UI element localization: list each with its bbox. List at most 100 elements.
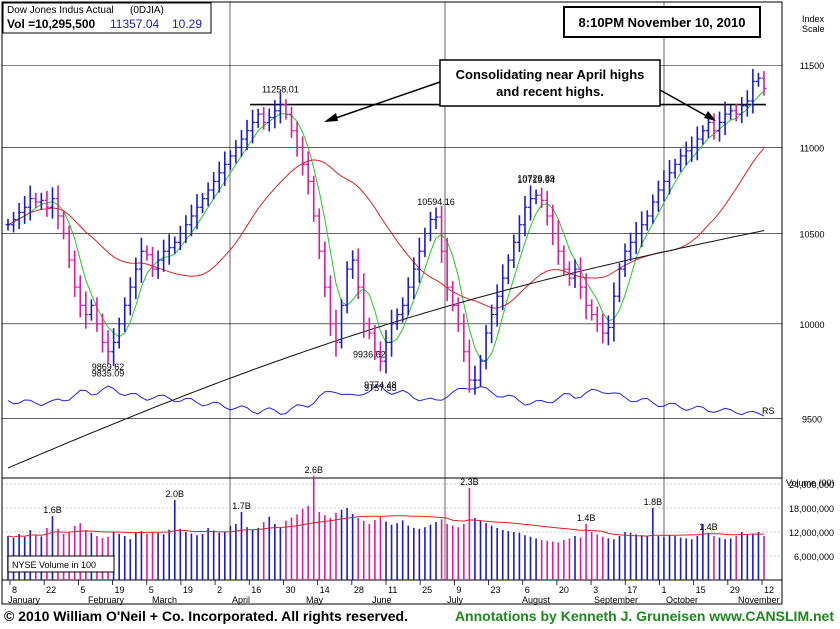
- price-bar: [750, 69, 756, 114]
- price-extreme-label: 9774.48: [364, 380, 397, 390]
- price-bar: [700, 125, 706, 145]
- price-bar: [250, 109, 256, 144]
- price-bar: [138, 237, 144, 283]
- x-day-label: 3: [593, 585, 598, 595]
- volume-tick-label: 12,000,000: [789, 528, 834, 538]
- price-bar: [561, 245, 567, 276]
- y-tick-label: 10500: [799, 230, 824, 240]
- rs-label: RS: [762, 406, 775, 416]
- x-day-label: 16: [251, 585, 261, 595]
- index-scale-label: Index: [802, 14, 825, 24]
- annotation-arrowhead-right: [704, 111, 716, 121]
- price-bar: [283, 99, 289, 120]
- price-bar: [66, 225, 72, 268]
- y-tick-label: 11500: [800, 61, 824, 71]
- price-bar: [155, 250, 161, 279]
- price-bar: [455, 297, 461, 332]
- x-day-label: 6: [525, 585, 530, 595]
- price-bar: [761, 71, 767, 96]
- price-bar: [516, 215, 522, 253]
- x-day-label: 17: [627, 585, 637, 595]
- price-bar: [88, 299, 94, 321]
- price-bar: [261, 106, 267, 130]
- y-tick-label: 9500: [802, 415, 822, 425]
- price-bar: [500, 264, 506, 311]
- price-bar: [667, 159, 672, 195]
- x-day-label: 30: [285, 585, 295, 595]
- price-bar: [478, 354, 483, 387]
- price-bar: [444, 237, 450, 302]
- price-bar: [572, 259, 578, 288]
- price-bar: [644, 210, 650, 231]
- price-bar: [683, 141, 689, 166]
- x-month-label: April: [232, 595, 250, 605]
- price-bar: [27, 185, 33, 221]
- price-bar: [389, 309, 395, 357]
- volume-bars: [7, 476, 765, 580]
- price-bar: [305, 151, 311, 195]
- price-bar: [450, 281, 456, 312]
- rs-line: [7, 385, 765, 417]
- price-bar: [322, 241, 328, 298]
- price-bar: [566, 261, 572, 287]
- price-bar: [528, 185, 534, 221]
- annotation-arrow-right: [659, 89, 711, 119]
- volume-peak-label: 2.0B: [166, 489, 185, 499]
- price-bar: [188, 204, 194, 237]
- x-day-label: 5: [149, 585, 154, 595]
- price-bar: [489, 304, 495, 344]
- volume-readout: Vol =10,295,500: [7, 17, 96, 31]
- annotation-arrowhead-left: [324, 113, 338, 122]
- volume-inset-box: [7, 555, 115, 573]
- price-bar: [433, 207, 439, 230]
- price-bar: [366, 317, 372, 340]
- price-bar: [494, 284, 500, 327]
- x-day-label: 2: [217, 585, 222, 595]
- price-bar: [211, 172, 217, 200]
- price-bar: [49, 187, 55, 219]
- price-bar: [194, 194, 200, 230]
- price-bar: [122, 297, 128, 332]
- x-month-label: May: [306, 595, 324, 605]
- price-bar: [22, 195, 28, 224]
- price-extreme-label: 10719.94: [517, 175, 555, 185]
- price-bar: [77, 275, 83, 318]
- price-bar: [427, 211, 433, 242]
- price-bar: [238, 129, 244, 157]
- x-day-label: 14: [320, 585, 330, 595]
- price-bar: [300, 136, 306, 176]
- price-bar: [255, 108, 261, 128]
- volume-inset-label: NYSE Volume in 100: [12, 560, 96, 570]
- volume-tick-label: 24,000,000: [789, 480, 834, 490]
- x-day-label: 29: [730, 585, 740, 595]
- price-bar: [628, 232, 634, 261]
- price-bar: [694, 126, 700, 161]
- footer: © 2010 William O'Neil + Co. Incorporated…: [0, 606, 840, 629]
- volume-peak-label: 1.4B: [577, 513, 596, 523]
- change-readout: 10.29: [172, 17, 202, 31]
- timestamp-box: [563, 6, 761, 38]
- price-bar: [222, 151, 228, 186]
- price-bar: [661, 170, 667, 202]
- ma-long-line: [7, 230, 765, 469]
- price-bars: [5, 69, 767, 395]
- price-bar: [405, 277, 411, 316]
- price-bar: [200, 192, 206, 214]
- price-bar: [422, 227, 428, 258]
- price-bar: [266, 108, 272, 132]
- price-bar: [133, 257, 139, 300]
- price-bar: [377, 341, 383, 372]
- annotation-credit: Annotations by Kenneth J. Gruneisen www.…: [454, 608, 834, 624]
- price-bar: [11, 211, 17, 233]
- annotation-line-2: and recent highs.: [496, 84, 604, 99]
- x-day-label: 19: [115, 585, 125, 595]
- annotation-arrow-left: [329, 81, 441, 121]
- volume-peak-label: 1.7B: [232, 501, 251, 511]
- price-bar: [5, 218, 11, 231]
- price-bar: [639, 211, 645, 247]
- price-bar: [277, 92, 283, 124]
- price-bar: [127, 277, 133, 316]
- price-bar: [755, 72, 761, 87]
